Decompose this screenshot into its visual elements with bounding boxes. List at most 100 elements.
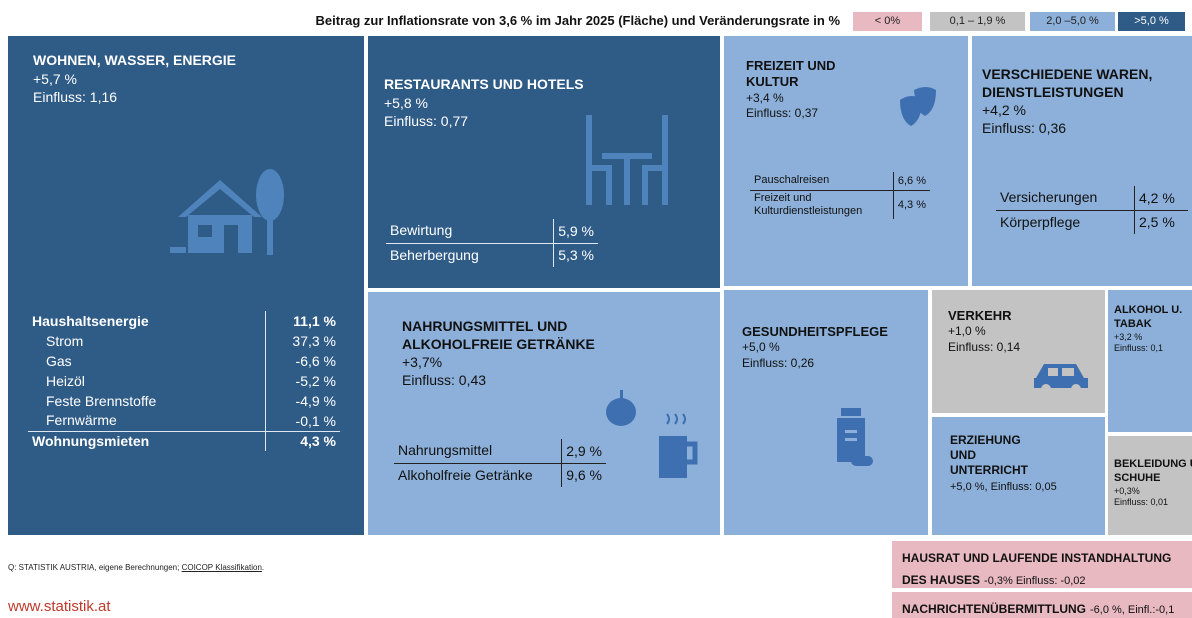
- tile: BEKLEIDUNG UND SCHUHE+0,3%Einfluss: 0,01: [1108, 436, 1192, 535]
- tile-change: +3,7%: [402, 354, 443, 370]
- sub-value: 4,2 %: [1134, 186, 1188, 211]
- sub-row: Fernwärme -0,1 %: [28, 411, 340, 432]
- tile-change: +5,0 %: [742, 340, 780, 355]
- tile: NACHRICHTENÜBERMITTLUNG -6,0 %, Einfl.:-0…: [892, 592, 1192, 618]
- tile-name: VERKEHR: [948, 308, 1012, 323]
- tile: RESTAURANTS UND HOTELS +5,8 % Einfluss: 0,…: [368, 36, 720, 288]
- tile-influence: Einfluss: 0,77: [384, 112, 469, 129]
- tile-influence: Einfluss: 0,26: [742, 355, 815, 370]
- tile-name: FREIZEIT UND KULTUR: [746, 58, 836, 90]
- sub-value: -5,2 %: [265, 371, 340, 391]
- tile-name: WOHNEN, WASSER, ENERGIE: [33, 52, 237, 68]
- sub-value: -0,1 %: [265, 411, 340, 432]
- tile-name: ALKOHOL U. TABAK: [1114, 304, 1183, 330]
- tile-influence: Einfluss: 0,43: [402, 372, 487, 389]
- sub-table: Nahrungsmittel 2,9 % Alkoholfreie Getränke…: [394, 439, 606, 487]
- tile-influence: Einfluss: 1,16: [33, 88, 118, 105]
- tile-influence: Einfluss: 0,14: [948, 339, 1021, 354]
- sub-name: Körperpflege: [1000, 213, 1081, 230]
- sub-name: Fernwärme: [28, 411, 266, 432]
- sub-name: Haushaltsenergie: [32, 312, 149, 329]
- tile-change: +3,4 %: [746, 90, 784, 105]
- tile-detail: +5,0 %, Einfluss: 0,05: [950, 481, 1057, 493]
- tile: FREIZEIT UND KULTUR +3,4 % Einfluss: 0,37: [724, 36, 968, 286]
- sub-name: Pauschalreisen: [750, 172, 894, 191]
- tile: NAHRUNGSMITTEL UND ALKOHOLFREIE GETRÄNKE…: [368, 292, 720, 535]
- legend-item: 0,1 – 1,9 %: [930, 12, 1025, 31]
- source-end: .: [261, 563, 265, 572]
- legend-item: < 0%: [853, 12, 922, 31]
- tile-label: NACHRICHTENÜBERMITTLUNG -6,0 %, Einfl.:-0…: [902, 598, 1192, 618]
- sub-value: 9,6 %: [561, 463, 606, 487]
- sub-value: 11,1 %: [265, 311, 340, 331]
- sub-row: Versicherungen 4,2 %: [996, 186, 1188, 211]
- tile-change: +1,0 %: [948, 324, 986, 339]
- source-link[interactable]: COICOP Klassifikation: [181, 563, 262, 572]
- tile-name: GESUNDHEITSPFLEGE: [742, 324, 888, 339]
- sub-table: Haushaltsenergie 11,1 % Strom 37,3 % Gas -6,6…: [28, 311, 340, 451]
- sub-value: -6,6 %: [265, 351, 340, 371]
- sub-name: Alkoholfreie Getränke: [398, 466, 533, 483]
- sub-name: Gas: [46, 352, 72, 369]
- sub-value: 5,3 %: [553, 243, 598, 267]
- tile-name: HAUSRAT UND LAUFENDE INSTANDHALTUNG DES …: [902, 551, 1172, 588]
- tile-influence: Einfluss: 0,36: [982, 120, 1067, 137]
- sub-table: Bewirtung 5,9 % Beherbergung 5,3 %: [386, 219, 598, 267]
- sub-row: Bewirtung 5,9 %: [386, 219, 598, 244]
- sub-row: Alkoholfreie Getränke 9,6 %: [394, 463, 606, 487]
- tile-name: VERSCHIEDENE WAREN, DIENSTLEISTUNGEN: [982, 66, 1153, 100]
- sub-row: Wohnungsmieten 4,3 %: [28, 431, 340, 451]
- tile: GESUNDHEITSPFLEGE +5,0 % Einfluss: 0,26: [724, 290, 928, 535]
- sub-name: Strom: [46, 332, 84, 349]
- tile-name: NACHRICHTENÜBERMITTLUNG: [902, 602, 1086, 616]
- tile-change: +3,2 %: [1114, 331, 1143, 342]
- tile-influence: Einfluss: 0,1: [1114, 343, 1164, 354]
- legend-item: 2,0 –5,0 %: [1030, 12, 1115, 31]
- sub-name: Bewirtung: [386, 219, 554, 244]
- sub-value: 4,3 %: [892, 190, 930, 219]
- tile-name: BEKLEIDUNG UND SCHUHE: [1114, 458, 1192, 484]
- sub-value: 2,9 %: [561, 439, 606, 464]
- tile-label: HAUSRAT UND LAUFENDE INSTANDHALTUNG DES …: [902, 547, 1192, 588]
- tile-influence: Einfluss: 0,37: [746, 106, 819, 121]
- tile-name: RESTAURANTS UND HOTELS: [384, 76, 584, 92]
- sub-value: 37,3 %: [265, 331, 340, 351]
- sub-row: Pauschalreisen 6,6 %: [750, 172, 930, 191]
- sub-value: 5,9 %: [553, 219, 598, 244]
- sub-table: Versicherungen 4,2 % Körperpflege 2,5 %: [996, 186, 1188, 234]
- legend-item: >5,0 %: [1118, 12, 1185, 31]
- sub-table: Pauschalreisen 6,6 % Freizeit und Kulturdi…: [750, 172, 930, 219]
- sub-name: Beherbergung: [390, 246, 479, 263]
- sub-row: Nahrungsmittel 2,9 %: [394, 439, 606, 464]
- tile-change: +5,7 %: [33, 70, 77, 87]
- sub-name: Heizöl: [46, 372, 85, 389]
- sub-value: 6,6 %: [892, 172, 930, 191]
- apple-icon: [606, 390, 636, 426]
- tile-change: +5,8 %: [384, 94, 428, 111]
- tile-name: ERZIEHUNG UND UNTERRICHT: [950, 433, 1028, 477]
- tile-influence: Einfluss: 0,01: [1114, 497, 1169, 508]
- sub-row: Feste Brennstoffe -4,9 %: [28, 391, 340, 411]
- sub-name: Feste Brennstoffe: [46, 392, 157, 409]
- car-icon: [1034, 364, 1088, 394]
- sub-name: Nahrungsmittel: [394, 439, 562, 464]
- tile: ALKOHOL U. TABAK +3,2 % Einfluss: 0,1: [1108, 290, 1192, 432]
- tile: VERKEHR +1,0 % Einfluss: 0,14: [932, 290, 1105, 413]
- source-text: Q: STATISTIK AUSTRIA, eigene Berechnunge…: [8, 563, 182, 572]
- sub-name: Versicherungen: [996, 186, 1135, 211]
- website: www.statistik.at: [8, 598, 111, 615]
- tile: VERSCHIEDENE WAREN, DIENSTLEISTUNGEN +4,2…: [972, 36, 1192, 286]
- tile-detail: -0,3% Einfluss: -0,02: [984, 575, 1086, 588]
- sub-row: Freizeit und Kulturdienstleistungen 4,3 %: [750, 190, 930, 219]
- sub-value: 2,5 %: [1134, 210, 1188, 234]
- tile: WOHNEN, WASSER, ENERGIE +5,7 % Einfluss: 1…: [8, 36, 364, 535]
- sub-row: Beherbergung 5,3 %: [386, 243, 598, 267]
- cup-icon: [659, 413, 698, 478]
- tile-change: +0,3%: [1114, 485, 1140, 496]
- house-icon: [170, 169, 284, 255]
- masks-icon: [900, 87, 936, 126]
- table-icon: [586, 115, 668, 205]
- sub-value: -4,9 %: [265, 391, 340, 411]
- tile-change: +4,2 %: [982, 102, 1026, 118]
